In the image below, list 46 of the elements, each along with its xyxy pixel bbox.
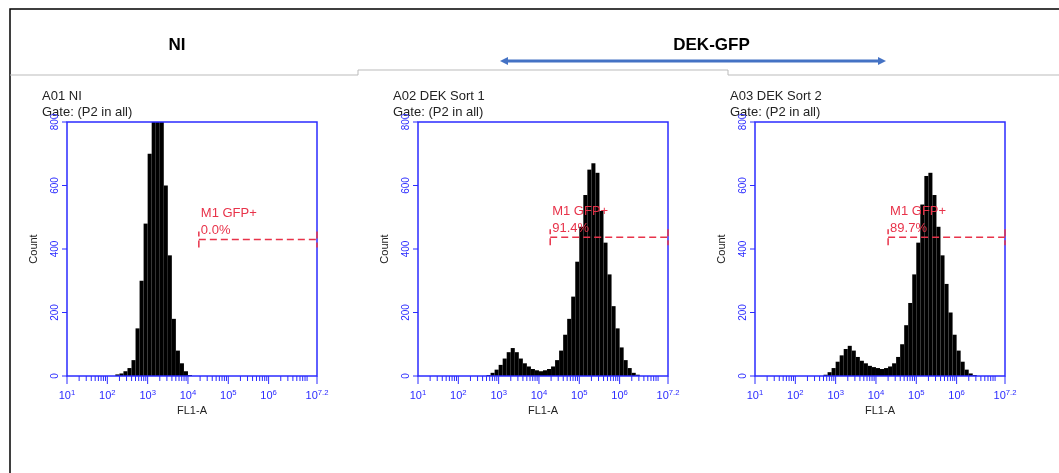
x-tick-label: 10$^{2}$ [787,387,804,401]
x-tick-label: 10$^{7.2}$ [305,387,329,401]
x-tick-label: 10$^{1}$ [409,387,427,401]
series-label: M1 GFP+ [200,205,257,221]
x-tick-label: 10$^{4}$ [179,387,197,401]
x-tick-label: 10$^{6}$ [260,387,277,401]
y-tick-label: 400 [737,240,748,258]
y-tick-label: 0 [49,372,60,379]
x-tick-label: 10$^{7.2}$ [993,387,1017,401]
x-tick-label: 10$^{2}$ [450,387,467,401]
x-tick-label: 10$^{5}$ [220,387,237,401]
x-tick-label: 10$^{3}$ [827,387,844,401]
y-axis-title: Count [715,234,727,264]
x-tick-label: 10$^{5}$ [908,387,925,401]
x-tick-label: 10$^{4}$ [530,387,548,401]
y-tick-label: 600 [49,176,60,194]
x-tick-label: 10$^{7.2}$ [656,387,680,401]
y-tick-label: 0 [737,372,748,379]
y-tick-label: 200 [49,303,60,321]
y-tick-label: 600 [737,176,748,194]
y-tick-label: 0 [400,372,411,379]
x-tick-label: 10$^{1}$ [58,387,76,401]
x-axis-title: FL1-A [865,404,896,416]
x-tick-label: 10$^{6}$ [948,387,965,401]
x-tick-label: 10$^{1}$ [746,387,764,401]
x-tick-label: 10$^{5}$ [571,387,588,401]
text: DEK-GFP [673,35,750,54]
y-tick-label: 200 [400,303,411,321]
chart-title: A03 DEK Sort 2 [730,88,822,103]
text: NI [168,35,186,54]
x-axis-title: FL1-A [177,404,208,416]
y-axis-title: Count [378,234,390,264]
y-tick-label: 600 [400,176,411,194]
x-tick-label: 10$^{3}$ [490,387,507,401]
y-tick-label: 400 [49,240,60,258]
x-axis-title: FL1-A [528,404,559,416]
annotation: 0.0% [200,222,231,238]
x-tick-label: 10$^{3}$ [139,387,156,401]
chart-title: A02 DEK Sort 1 [393,88,485,103]
x-tick-label: 10$^{4}$ [867,387,885,401]
x-tick-label: 10$^{6}$ [611,387,628,401]
y-axis-title: Count [27,234,39,264]
y-tick-label: 400 [400,240,411,258]
x-tick-label: 10$^{2}$ [99,387,116,401]
y-tick-label: 200 [737,303,748,321]
chart-title: A01 NI [42,88,82,103]
